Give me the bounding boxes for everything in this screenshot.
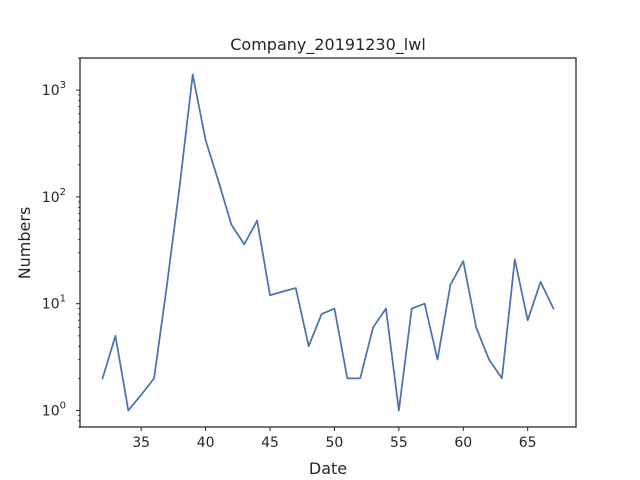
y-axis-label: Numbers [15, 207, 34, 280]
y-tick-label: 101 [42, 294, 66, 313]
y-tick-label: 100 [42, 400, 66, 419]
x-tick-label: 45 [261, 435, 279, 451]
plot-area [101, 73, 555, 412]
x-tick-label: 35 [132, 435, 150, 451]
x-tick-label: 50 [326, 435, 344, 451]
y-tick-label: 102 [42, 187, 66, 206]
series-line-0 [101, 73, 555, 412]
x-axis-label: Date [309, 459, 347, 478]
x-tick-label: 40 [197, 435, 215, 451]
y-axis: 100 101 102 103 [42, 57, 80, 428]
y-tick-label: 103 [42, 80, 66, 99]
chart-title: Company_20191230_lwl [230, 35, 426, 55]
x-tick-label: 65 [519, 435, 537, 451]
axes-frame [79, 57, 577, 428]
x-tick-label: 55 [390, 435, 408, 451]
x-axis: 35 40 45 50 55 60 65 [132, 427, 537, 451]
x-tick-label: 60 [454, 435, 472, 451]
